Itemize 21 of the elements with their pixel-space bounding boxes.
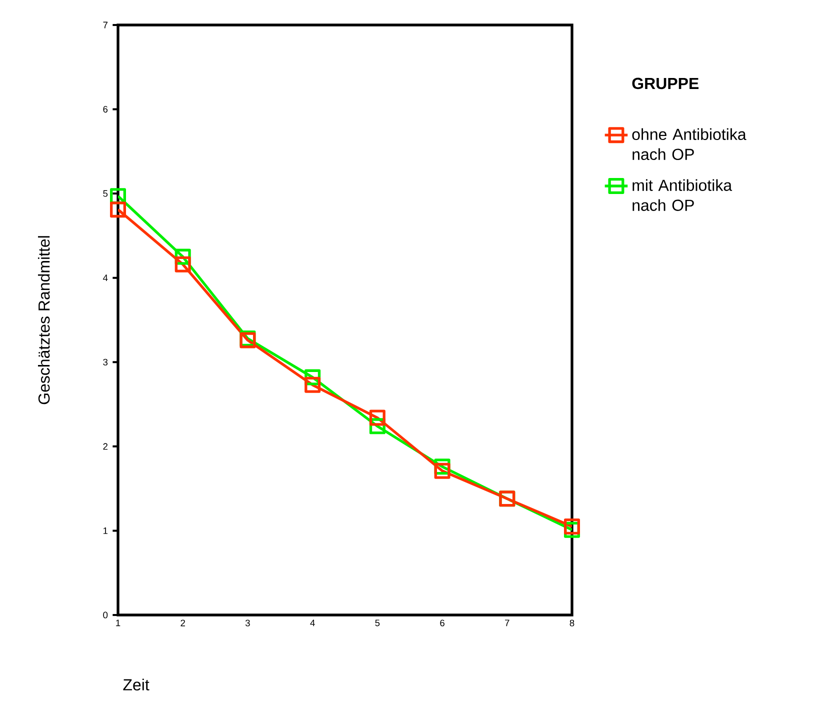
x-tick-label: 3 — [245, 620, 250, 626]
legend-title: GRUPPE — [632, 78, 699, 90]
legend-label: mit Antibiotika nach OP — [632, 179, 732, 211]
y-tick-label: 4 — [102, 274, 108, 282]
x-tick-label: 4 — [310, 620, 315, 626]
y-axis-title: Geschätztes Randmittel — [38, 236, 50, 404]
y-tick-label: 6 — [103, 106, 108, 113]
x-tick-label: 8 — [570, 620, 574, 626]
x-tick-label: 5 — [375, 620, 380, 626]
x-tick-label: 1 — [116, 620, 120, 626]
x-axis-title: Zeit — [123, 678, 150, 690]
x-tick-label: 2 — [180, 620, 185, 626]
x-tick-label: 6 — [440, 620, 444, 626]
x-tick-label: 7 — [505, 620, 510, 626]
y-tick-label: 5 — [103, 190, 108, 197]
y-tick-label: 1 — [103, 527, 108, 534]
legend-label: ohne Antibiotika nach OP — [632, 128, 746, 160]
y-tick-label: 3 — [103, 358, 108, 366]
y-tick-label: 2 — [103, 443, 108, 450]
y-tick-label: 7 — [103, 22, 108, 28]
y-tick-label: 0 — [103, 612, 108, 618]
